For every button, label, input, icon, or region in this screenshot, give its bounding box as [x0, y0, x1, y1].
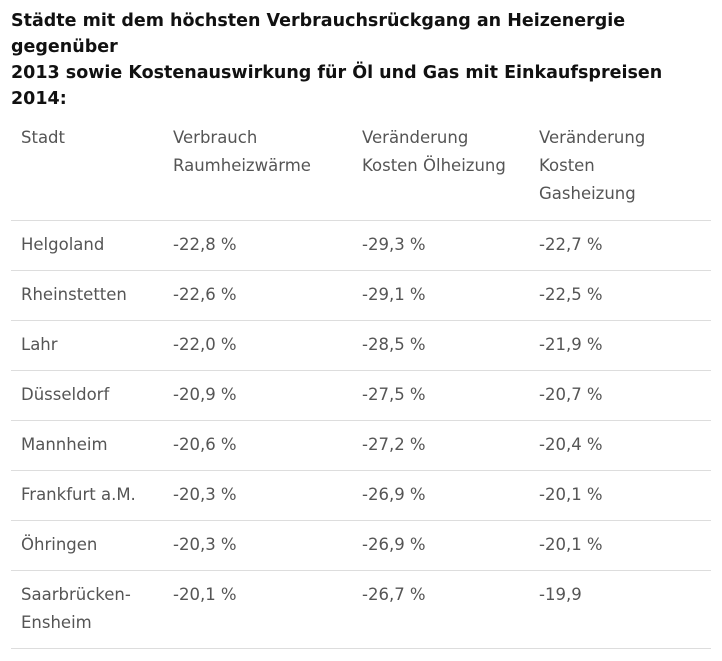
table-row: Düsseldorf -20,9 % -27,5 % -20,7 %	[11, 370, 711, 421]
cell-city: Düsseldorf	[11, 370, 163, 421]
cell-gas-cost: -20,1 %	[529, 520, 711, 571]
header-text: Veränderung	[362, 128, 469, 147]
cell-consumption: -20,1 %	[163, 570, 352, 649]
cell-oil-cost: -27,5 %	[352, 370, 529, 421]
cell-consumption: -22,0 %	[163, 320, 352, 371]
cell-oil-cost: -29,3 %	[352, 220, 529, 271]
table-row: Mannheim -20,6 % -27,2 % -20,4 %	[11, 420, 711, 471]
cell-city: Rheinstetten	[11, 270, 163, 321]
cell-gas-cost: -20,1 %	[529, 470, 711, 521]
column-header-gas-cost: Veränderung Kosten Gasheizung	[529, 112, 711, 221]
city-consumption-table: Stadt Verbrauch Raumheizwärme Veränderung…	[11, 112, 711, 649]
heading-line-2: 2013 sowie Kostenauswirkung für Öl und G…	[11, 63, 663, 109]
city-name-part: Ensheim	[21, 613, 92, 632]
table-row: Lahr -22,0 % -28,5 % -21,9 %	[11, 320, 711, 371]
header-text: Kosten	[539, 156, 595, 175]
cell-gas-cost: -20,7 %	[529, 370, 711, 421]
table-row: Rheinstetten -22,6 % -29,1 % -22,5 %	[11, 270, 711, 321]
cell-city: Öhringen	[11, 520, 163, 571]
header-text: Raumheizwärme	[173, 156, 311, 175]
table-row: Frankfurt a.M. -20,3 % -26,9 % -20,1 %	[11, 470, 711, 521]
header-text: Stadt	[21, 128, 65, 147]
city-name-part: Saarbrücken-	[21, 585, 131, 604]
cell-consumption: -22,8 %	[163, 220, 352, 271]
cell-gas-cost: -22,5 %	[529, 270, 711, 321]
cell-oil-cost: -29,1 %	[352, 270, 529, 321]
cell-consumption: -20,3 %	[163, 470, 352, 521]
cell-oil-cost: -28,5 %	[352, 320, 529, 371]
cell-consumption: -20,9 %	[163, 370, 352, 421]
table-header: Stadt Verbrauch Raumheizwärme Veränderung…	[11, 112, 711, 221]
cell-gas-cost: -21,9 %	[529, 320, 711, 371]
cell-oil-cost: -26,9 %	[352, 470, 529, 521]
table-row: Öhringen -20,3 % -26,9 % -20,1 %	[11, 520, 711, 571]
cell-gas-cost: -19,9	[529, 570, 711, 649]
table-row: Saarbrücken- Ensheim -20,1 % -26,7 % -19,…	[11, 570, 711, 649]
column-header-city: Stadt	[11, 112, 163, 221]
cell-gas-cost: -22,7 %	[529, 220, 711, 271]
cell-consumption: -20,6 %	[163, 420, 352, 471]
header-text: Verbrauch	[173, 128, 258, 147]
heading-line-1: Städte mit dem höchsten Verbrauchsrückga…	[11, 11, 626, 57]
cell-consumption: -20,3 %	[163, 520, 352, 571]
cell-oil-cost: -26,7 %	[352, 570, 529, 649]
cell-consumption: -22,6 %	[163, 270, 352, 321]
column-header-oil-cost: Veränderung Kosten Ölheizung	[352, 112, 529, 221]
cell-gas-cost: -20,4 %	[529, 420, 711, 471]
cell-city: Saarbrücken- Ensheim	[11, 570, 163, 649]
header-text: Veränderung	[539, 128, 646, 147]
table-row: Helgoland -22,8 % -29,3 % -22,7 %	[11, 220, 711, 271]
page-heading: Städte mit dem höchsten Verbrauchsrückga…	[11, 8, 711, 112]
cell-oil-cost: -27,2 %	[352, 420, 529, 471]
column-header-consumption: Verbrauch Raumheizwärme	[163, 112, 352, 221]
header-row: Stadt Verbrauch Raumheizwärme Veränderung…	[11, 112, 711, 221]
cell-oil-cost: -26,9 %	[352, 520, 529, 571]
header-text: Gasheizung	[539, 184, 636, 203]
header-text: Kosten Ölheizung	[362, 156, 506, 175]
cell-city: Mannheim	[11, 420, 163, 471]
table-body: Helgoland -22,8 % -29,3 % -22,7 % Rheins…	[11, 220, 711, 649]
cell-city: Lahr	[11, 320, 163, 371]
cell-city: Helgoland	[11, 220, 163, 271]
cell-city: Frankfurt a.M.	[11, 470, 163, 521]
